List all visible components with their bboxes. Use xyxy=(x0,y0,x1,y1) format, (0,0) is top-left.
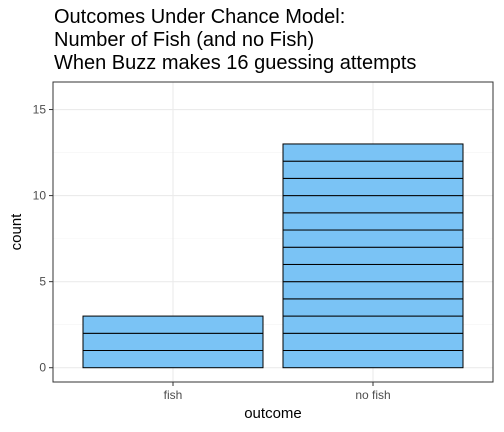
bar-segment-fish xyxy=(82,350,264,369)
bar-segment-no-fish xyxy=(282,315,464,334)
y-tick-label: 5 xyxy=(39,275,46,289)
bar-segment-no-fish xyxy=(282,281,464,300)
chart-title-line-2: Number of Fish (and no Fish) xyxy=(54,29,315,51)
y-axis: 0 5 10 15 xyxy=(33,103,53,375)
x-tick-label: no fish xyxy=(355,388,390,402)
y-tick-label: 0 xyxy=(39,361,46,375)
bar-segment-fish xyxy=(82,332,264,352)
y-tick-label: 15 xyxy=(33,103,47,117)
bar-segment-no-fish xyxy=(282,177,464,197)
bar-segment-no-fish xyxy=(282,350,464,369)
panel-border xyxy=(52,81,494,383)
y-tick-label: 10 xyxy=(33,189,47,203)
x-tick-label: fish xyxy=(164,388,183,402)
bar-segment-fish xyxy=(82,315,264,334)
bar-segment-no-fish xyxy=(282,229,464,248)
x-axis: fish no fish xyxy=(164,382,391,402)
bar-segment-no-fish xyxy=(282,263,464,283)
x-axis-title: outcome xyxy=(244,405,302,422)
chart-title-line-1: Outcomes Under Chance Model: xyxy=(54,6,346,28)
bar-segment-no-fish xyxy=(282,332,464,352)
bar-segment-no-fish xyxy=(282,160,464,179)
bar-segment-no-fish xyxy=(282,212,464,231)
y-axis-title: count xyxy=(8,213,25,251)
chart-title: Outcomes Under Chance Model: Number of F… xyxy=(54,6,494,75)
chart-title-line-3: When Buzz makes 16 guessing attempts xyxy=(54,52,417,74)
bar-segment-no-fish xyxy=(282,195,464,214)
bar-segment-no-fish xyxy=(282,246,464,265)
bars-layer xyxy=(82,143,464,369)
bar-segment-no-fish xyxy=(282,143,464,162)
bar-segment-no-fish xyxy=(282,298,464,317)
